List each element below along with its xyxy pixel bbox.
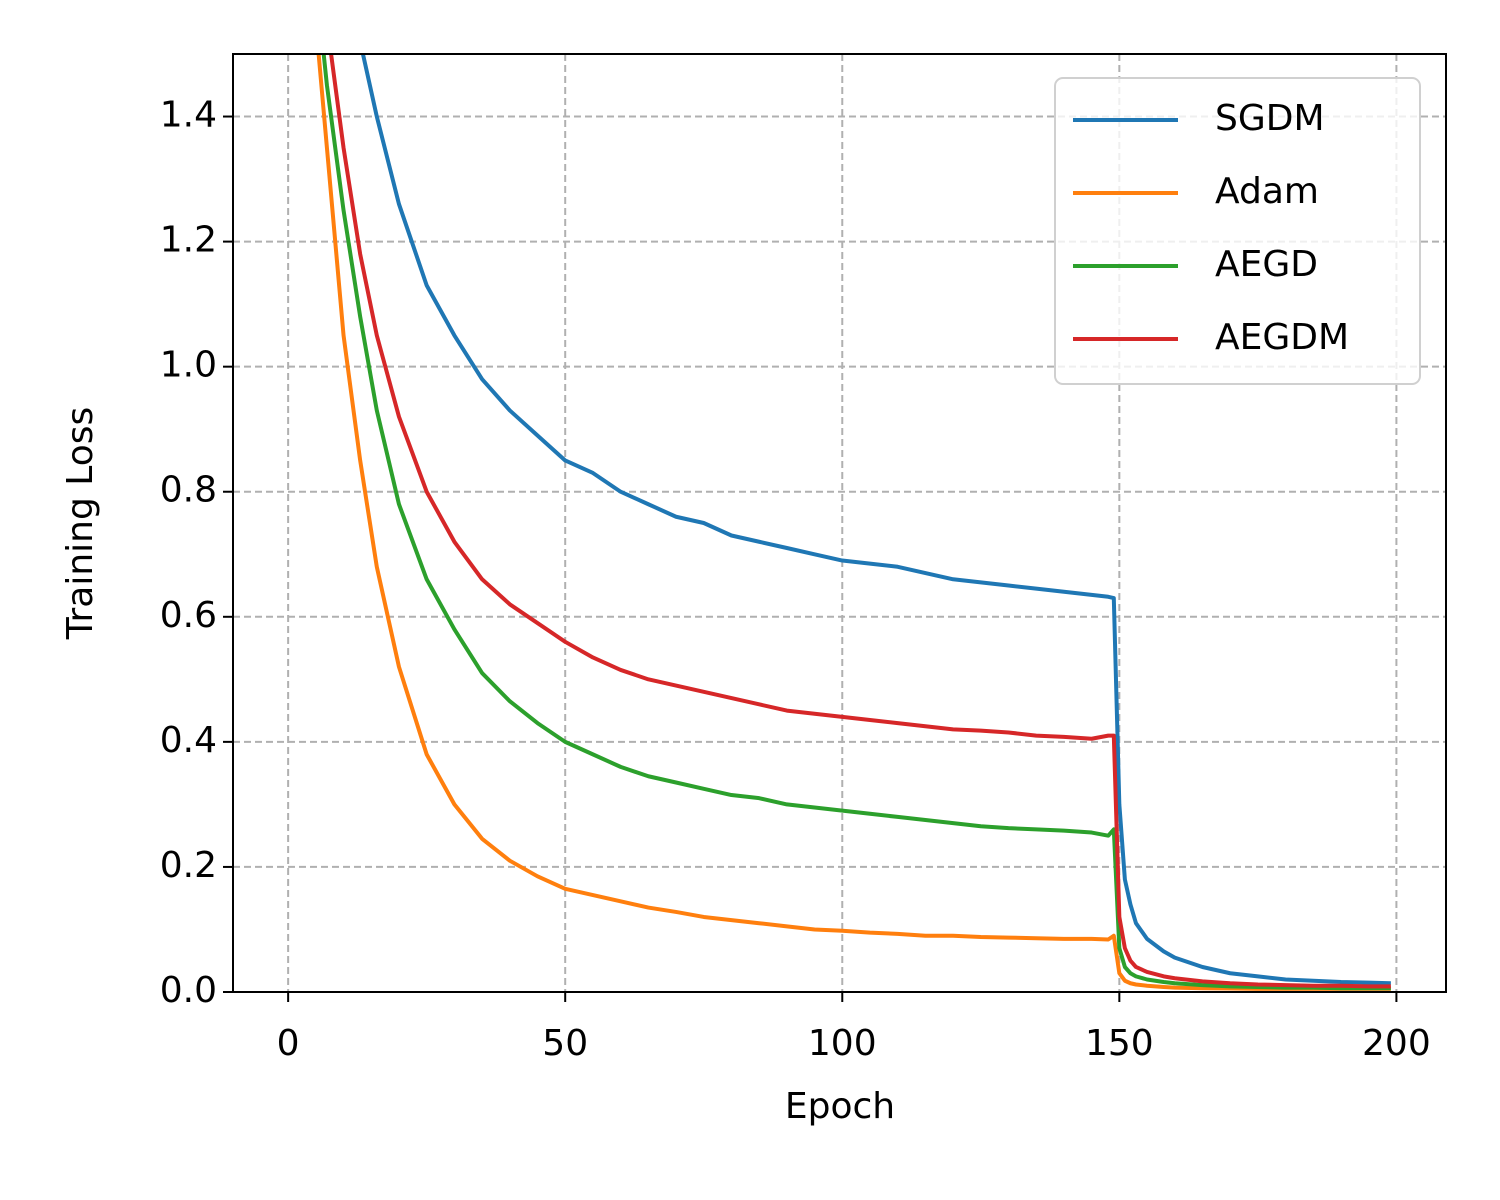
legend-box [1054,77,1421,385]
x-tick-label: 100 [808,1023,877,1064]
x-tick-label: 0 [277,1023,300,1064]
series-line [360,54,1391,986]
legend-label: AEGDM [1215,317,1349,358]
y-tick-label: 1.0 [160,345,217,386]
legend-label: SGDM [1215,98,1325,139]
y-axis-label: Training Loss [60,407,101,640]
series-line [321,54,1391,991]
x-tick-label: 150 [1085,1023,1154,1064]
y-tick-label: 0.8 [160,470,217,511]
x-tick-label: 50 [542,1023,588,1064]
x-tick-label: 200 [1362,1023,1431,1064]
plot-frame [232,53,1447,993]
y-tick-label: 0.4 [160,720,217,761]
legend-label: Adam [1215,171,1319,212]
plot-lines [316,54,1391,991]
series-line [316,54,1391,991]
y-tick-label: 0.6 [160,595,217,636]
y-tick-label: 1.4 [160,95,217,136]
series-line [329,54,1391,989]
y-tick-label: 0.2 [160,845,217,886]
y-tick-label: 0.0 [160,970,217,1011]
legend-label: AEGD [1215,244,1318,285]
x-axis-label: Epoch [785,1086,895,1127]
y-tick-label: 1.2 [160,220,217,261]
